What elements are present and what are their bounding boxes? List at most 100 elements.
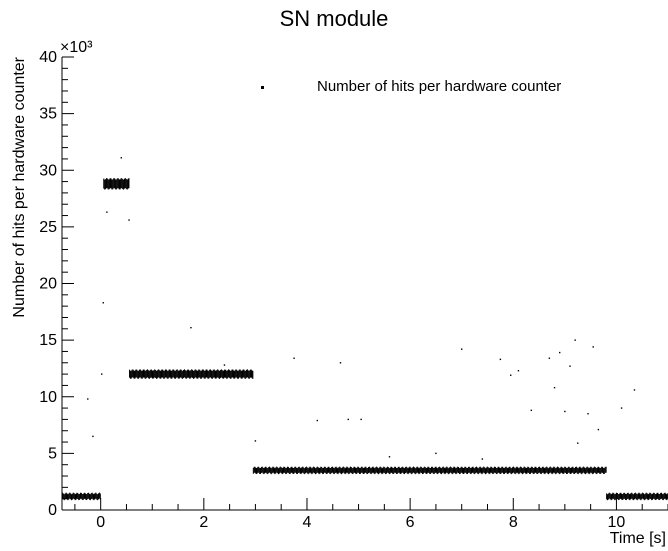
data-point <box>432 467 434 474</box>
data-point <box>224 369 226 378</box>
data-point <box>519 467 521 474</box>
data-point <box>133 370 135 379</box>
data-point <box>545 467 547 474</box>
data-point <box>288 467 290 474</box>
data-point <box>268 467 270 474</box>
data-point <box>606 493 608 500</box>
data-point <box>127 178 129 189</box>
data-point <box>655 493 657 500</box>
data-point <box>73 493 75 500</box>
data-point <box>564 466 566 473</box>
y-tick-label: 20 <box>39 276 57 293</box>
data-point <box>656 492 658 499</box>
x-tick-label: 8 <box>509 514 518 531</box>
data-point <box>484 467 486 474</box>
data-point <box>548 357 551 359</box>
data-point <box>205 369 207 378</box>
data-point <box>370 468 372 475</box>
data-point <box>579 466 581 473</box>
data-point <box>365 466 367 473</box>
data-point <box>568 466 570 473</box>
data-point <box>191 369 193 378</box>
data-point <box>603 467 605 474</box>
data-point <box>414 468 416 475</box>
data-point <box>571 466 573 473</box>
data-point <box>351 468 353 475</box>
data-point <box>131 369 133 378</box>
data-point <box>192 370 194 379</box>
data-point <box>80 492 82 499</box>
data-point <box>467 466 469 473</box>
data-point <box>123 179 125 190</box>
data-point <box>613 493 615 500</box>
data-point <box>402 466 404 473</box>
data-point <box>228 369 230 378</box>
data-point <box>434 466 436 473</box>
data-point <box>525 468 527 475</box>
data-point <box>94 493 96 500</box>
data-point <box>378 467 380 474</box>
data-point <box>476 466 478 473</box>
data-point <box>649 492 651 499</box>
data-point <box>410 467 412 474</box>
data-point <box>422 467 424 474</box>
data-point <box>439 466 441 473</box>
data-point <box>499 358 502 361</box>
data-point <box>154 369 156 378</box>
data-point <box>215 370 217 379</box>
data-point <box>610 494 612 501</box>
data-point <box>237 370 239 379</box>
data-point <box>636 494 638 501</box>
data-point <box>169 369 171 378</box>
data-point <box>226 370 228 379</box>
data-point <box>63 494 65 501</box>
data-point <box>178 370 180 379</box>
data-point <box>183 369 185 378</box>
data-point <box>113 178 115 189</box>
data-point <box>583 466 585 473</box>
data-point <box>233 370 235 379</box>
data-point <box>652 493 654 500</box>
y-tick-label: 15 <box>39 332 57 349</box>
data-point <box>538 466 540 473</box>
data-point <box>146 369 148 378</box>
data-point <box>218 370 220 379</box>
data-point <box>471 466 473 473</box>
data-point <box>337 468 339 475</box>
data-point <box>324 466 326 473</box>
data-point <box>93 494 95 501</box>
data-point <box>134 370 136 379</box>
data-point <box>376 466 378 473</box>
data-point <box>616 492 618 499</box>
data-point <box>377 468 379 475</box>
data-point <box>89 493 90 500</box>
data-point <box>242 369 244 378</box>
data-point <box>292 467 294 474</box>
data-point <box>477 468 479 475</box>
data-point <box>574 339 576 341</box>
data-point <box>528 466 530 473</box>
data-point <box>216 369 218 378</box>
data-point <box>363 467 365 474</box>
data-point <box>95 492 97 499</box>
data-point <box>584 468 586 475</box>
x-tick-label: 0 <box>96 514 105 531</box>
data-point <box>344 468 346 475</box>
data-point <box>166 370 168 379</box>
data-point <box>287 466 289 473</box>
data-point <box>511 468 513 475</box>
data-point <box>468 466 470 473</box>
data-point <box>466 467 468 474</box>
data-point <box>567 466 569 473</box>
data-point <box>336 467 338 474</box>
x-tick-label: 10 <box>608 514 626 531</box>
data-point <box>559 467 561 474</box>
data-point <box>412 467 414 474</box>
data-point <box>305 467 307 474</box>
data-point <box>342 466 344 473</box>
data-point <box>505 466 507 473</box>
data-point <box>347 418 349 421</box>
data-point <box>210 369 212 378</box>
data-point <box>548 467 550 474</box>
data-point <box>296 468 298 475</box>
